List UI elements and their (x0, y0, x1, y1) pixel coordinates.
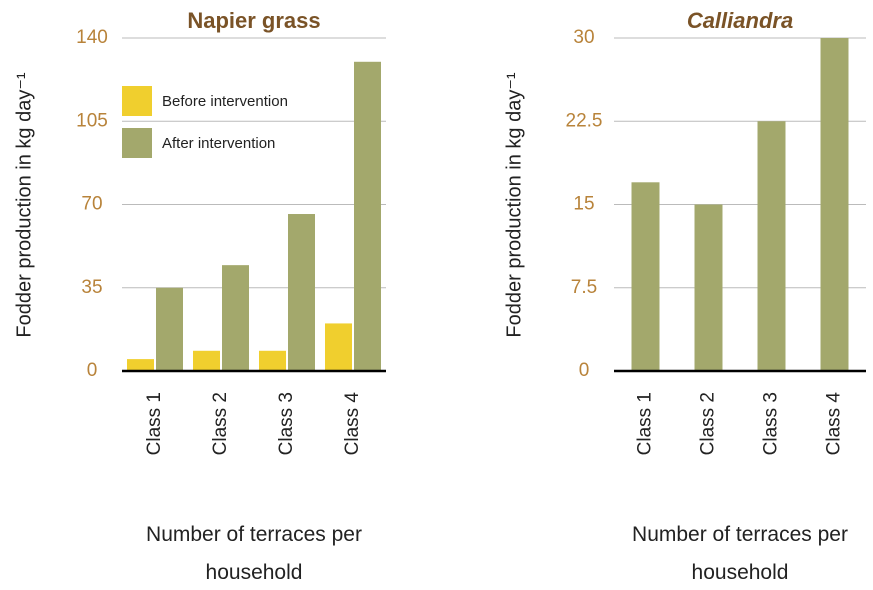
bar (631, 182, 660, 371)
legend-swatch (122, 128, 152, 158)
bar (820, 38, 849, 371)
bar (193, 350, 220, 371)
x-tick-label: Class 3 (276, 392, 297, 455)
y-tick-label: 35 (81, 277, 102, 298)
bar (127, 359, 154, 371)
x-tick-label: Class 1 (144, 392, 165, 455)
bar (757, 121, 786, 371)
x-tick-label: Class 4 (824, 392, 845, 456)
legend-label: Before intervention (162, 93, 288, 110)
chart-title: Napier grass (187, 8, 320, 33)
bar (354, 61, 381, 372)
legend-label: After intervention (162, 135, 275, 152)
legend-swatch (122, 86, 152, 116)
y-tick-label: 70 (81, 194, 102, 215)
y-tick-label: 7.5 (571, 277, 597, 298)
x-tick-label: Class 3 (761, 392, 782, 455)
bar (288, 214, 315, 371)
x-tick-label: Class 2 (698, 392, 719, 455)
x-tick-label: Class 4 (342, 392, 363, 456)
y-tick-label: 30 (573, 27, 594, 48)
y-axis-label: Fodder production in kg day⁻¹ (13, 72, 35, 337)
y-tick-label: 140 (76, 27, 108, 48)
chart-title: Calliandra (687, 8, 793, 33)
bar (325, 323, 352, 371)
x-axis-label: Number of terraces per household (632, 523, 848, 584)
bar (694, 204, 723, 371)
y-tick-label: 15 (573, 194, 594, 215)
x-tick-label: Class 1 (635, 392, 656, 455)
bar (259, 350, 286, 371)
x-tick-label: Class 2 (210, 392, 231, 455)
y-tick-label: 0 (87, 360, 98, 381)
y-axis-label: Fodder production in kg day⁻¹ (503, 72, 525, 337)
x-axis-label: Number of terraces per household (146, 523, 362, 584)
y-tick-label: 0 (579, 360, 590, 381)
y-tick-label: 22.5 (566, 110, 603, 131)
bar (222, 265, 249, 371)
bar (156, 287, 183, 371)
y-tick-label: 105 (76, 110, 108, 131)
